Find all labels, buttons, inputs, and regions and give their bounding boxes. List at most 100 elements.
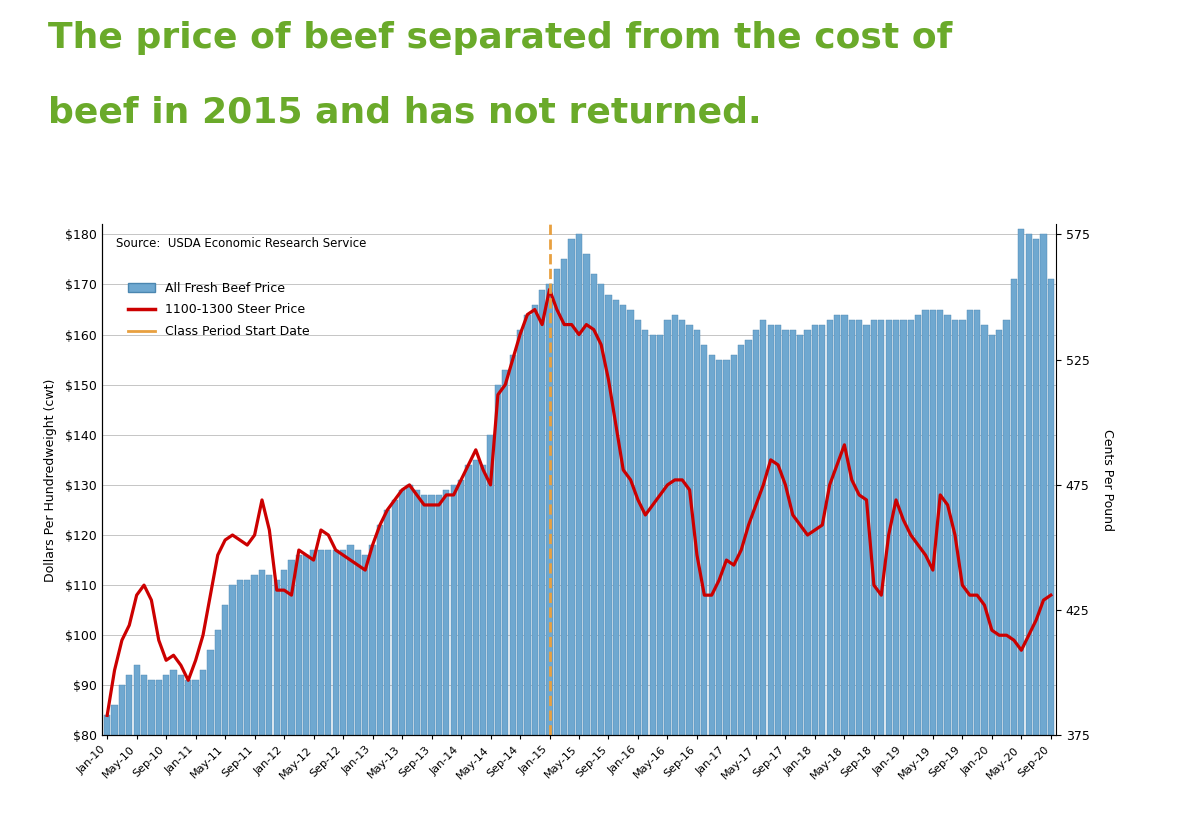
Bar	[458, 479, 464, 831]
Bar	[517, 330, 523, 831]
Bar	[325, 550, 331, 831]
Bar	[304, 555, 310, 831]
Bar	[628, 309, 634, 831]
Bar	[163, 676, 169, 831]
Bar	[982, 325, 988, 831]
Bar	[450, 485, 457, 831]
Bar	[701, 345, 708, 831]
Bar	[1003, 320, 1009, 831]
Bar	[340, 550, 347, 831]
Bar	[811, 325, 818, 831]
Bar	[967, 309, 973, 831]
Bar	[149, 681, 155, 831]
Bar	[311, 550, 317, 831]
Bar	[1040, 234, 1046, 831]
Bar	[318, 550, 324, 831]
Bar	[886, 320, 892, 831]
Bar	[288, 560, 295, 831]
Bar	[229, 585, 235, 831]
Bar	[473, 460, 479, 831]
Bar	[996, 330, 1002, 831]
Bar	[642, 330, 648, 831]
Text: beef in 2015 and has not returned.: beef in 2015 and has not returned.	[48, 96, 762, 130]
Bar	[156, 681, 162, 831]
Bar	[937, 309, 943, 831]
Bar	[222, 605, 228, 831]
Bar	[576, 234, 582, 831]
Bar	[480, 465, 486, 831]
Bar	[731, 355, 737, 831]
Bar	[672, 315, 678, 831]
Bar	[930, 309, 936, 831]
Bar	[562, 259, 568, 831]
Bar	[119, 686, 125, 831]
Bar	[466, 465, 472, 831]
Bar	[244, 580, 251, 831]
Bar	[679, 320, 685, 831]
Bar	[140, 676, 148, 831]
Bar	[878, 320, 884, 831]
Bar	[827, 320, 833, 831]
Bar	[974, 309, 980, 831]
Bar	[391, 500, 398, 831]
Bar	[790, 330, 796, 831]
Bar	[694, 330, 700, 831]
Bar	[215, 630, 221, 831]
Bar	[546, 284, 553, 831]
Bar	[126, 676, 132, 831]
Bar	[414, 490, 420, 831]
Bar	[170, 671, 176, 831]
Bar	[760, 320, 767, 831]
Bar	[539, 289, 545, 831]
Bar	[708, 355, 715, 831]
Bar	[656, 335, 664, 831]
Bar	[848, 320, 854, 831]
Bar	[1033, 239, 1039, 831]
Bar	[208, 650, 214, 831]
Bar	[370, 545, 376, 831]
Bar	[804, 330, 811, 831]
Bar	[738, 345, 744, 831]
Bar	[952, 320, 958, 831]
Bar	[259, 570, 265, 831]
Bar	[620, 304, 626, 831]
Bar	[494, 385, 502, 831]
Bar	[635, 320, 641, 831]
Bar	[104, 715, 110, 831]
Bar	[332, 550, 338, 831]
Bar	[1048, 279, 1054, 831]
Bar	[745, 340, 751, 831]
Bar	[532, 304, 538, 831]
Bar	[900, 320, 906, 831]
Bar	[605, 294, 612, 831]
Bar	[1010, 279, 1018, 831]
Bar	[398, 490, 406, 831]
Bar	[266, 575, 272, 831]
Bar	[274, 580, 280, 831]
Bar	[236, 580, 242, 831]
Bar	[1026, 234, 1032, 831]
Bar	[252, 575, 258, 831]
Y-axis label: Cents Per Pound: Cents Per Pound	[1100, 429, 1114, 531]
Bar	[863, 325, 870, 831]
Bar	[989, 335, 995, 831]
Bar	[502, 370, 509, 831]
Bar	[362, 555, 368, 831]
Bar	[752, 330, 760, 831]
Bar	[355, 550, 361, 831]
Bar	[510, 355, 516, 831]
Bar	[841, 315, 847, 831]
Bar	[112, 706, 118, 831]
Bar	[377, 525, 383, 831]
Bar	[649, 335, 656, 831]
Bar	[384, 510, 390, 831]
Bar	[487, 435, 493, 831]
Bar	[775, 325, 781, 831]
Bar	[923, 309, 929, 831]
Bar	[959, 320, 966, 831]
Bar	[133, 666, 139, 831]
Bar	[281, 570, 287, 831]
Bar	[944, 315, 950, 831]
Bar	[428, 495, 434, 831]
Bar	[665, 320, 671, 831]
